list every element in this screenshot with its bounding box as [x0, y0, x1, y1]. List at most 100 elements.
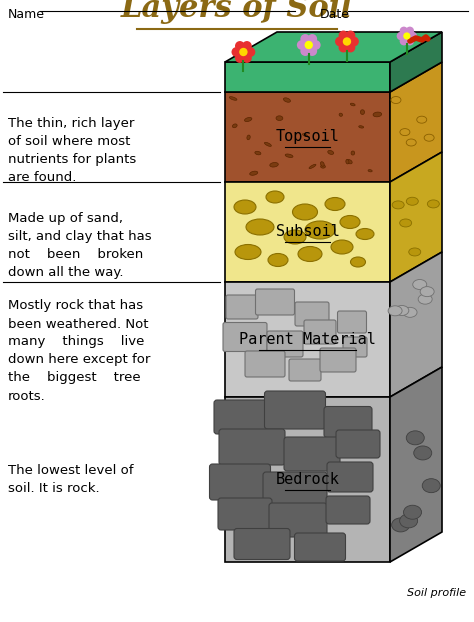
FancyBboxPatch shape — [223, 322, 267, 351]
Ellipse shape — [368, 170, 372, 172]
Ellipse shape — [414, 446, 432, 460]
Text: Bedrock: Bedrock — [275, 472, 339, 487]
Ellipse shape — [255, 151, 261, 155]
Ellipse shape — [392, 518, 410, 532]
Circle shape — [338, 30, 348, 40]
Ellipse shape — [320, 165, 325, 168]
Ellipse shape — [235, 244, 261, 259]
Ellipse shape — [392, 201, 404, 209]
FancyBboxPatch shape — [327, 462, 373, 492]
Circle shape — [400, 37, 408, 45]
Ellipse shape — [403, 307, 417, 317]
Ellipse shape — [266, 191, 284, 203]
FancyBboxPatch shape — [320, 348, 356, 372]
Ellipse shape — [351, 151, 355, 155]
Ellipse shape — [406, 139, 416, 146]
Ellipse shape — [356, 228, 374, 239]
Text: The lowest level of
soil. It is rock.: The lowest level of soil. It is rock. — [8, 465, 134, 496]
Ellipse shape — [270, 162, 278, 167]
Circle shape — [305, 41, 313, 49]
Ellipse shape — [418, 294, 432, 304]
FancyBboxPatch shape — [234, 529, 290, 560]
Circle shape — [406, 27, 414, 35]
FancyBboxPatch shape — [267, 331, 303, 357]
Ellipse shape — [298, 246, 322, 261]
Text: Topsoil: Topsoil — [275, 129, 339, 144]
Circle shape — [335, 37, 345, 47]
Circle shape — [346, 30, 356, 40]
Circle shape — [307, 34, 317, 44]
Ellipse shape — [245, 118, 252, 121]
FancyBboxPatch shape — [337, 311, 366, 333]
Circle shape — [397, 32, 405, 40]
Ellipse shape — [422, 479, 440, 493]
Ellipse shape — [346, 159, 349, 164]
Ellipse shape — [373, 112, 382, 117]
Ellipse shape — [403, 505, 421, 519]
Ellipse shape — [417, 116, 427, 123]
Circle shape — [311, 40, 320, 50]
Circle shape — [400, 27, 408, 35]
Circle shape — [301, 46, 310, 56]
Bar — [225, 62, 390, 92]
Ellipse shape — [247, 135, 250, 140]
Ellipse shape — [328, 151, 334, 154]
Circle shape — [235, 53, 245, 63]
FancyBboxPatch shape — [304, 320, 336, 344]
Circle shape — [297, 40, 307, 50]
Circle shape — [242, 41, 252, 51]
Ellipse shape — [285, 154, 293, 157]
Ellipse shape — [388, 306, 402, 316]
Bar — [225, 397, 390, 562]
FancyBboxPatch shape — [284, 437, 340, 471]
FancyBboxPatch shape — [324, 407, 372, 437]
Bar — [225, 92, 390, 182]
Circle shape — [349, 37, 359, 47]
Ellipse shape — [331, 240, 353, 254]
Polygon shape — [390, 62, 442, 182]
Polygon shape — [390, 152, 442, 282]
Ellipse shape — [229, 96, 237, 100]
Ellipse shape — [400, 514, 418, 528]
Circle shape — [307, 46, 317, 56]
FancyBboxPatch shape — [295, 302, 329, 326]
Circle shape — [301, 34, 310, 44]
Ellipse shape — [400, 129, 410, 136]
Ellipse shape — [268, 254, 288, 266]
FancyBboxPatch shape — [214, 400, 270, 434]
Circle shape — [346, 43, 356, 52]
Ellipse shape — [292, 204, 318, 220]
Ellipse shape — [413, 279, 427, 289]
Ellipse shape — [428, 200, 439, 208]
FancyBboxPatch shape — [255, 289, 294, 315]
Ellipse shape — [309, 164, 316, 169]
FancyBboxPatch shape — [245, 351, 285, 377]
FancyBboxPatch shape — [269, 503, 327, 537]
Text: Layers of Soil: Layers of Soil — [121, 0, 353, 24]
Text: Date: Date — [320, 8, 350, 21]
Ellipse shape — [232, 124, 237, 128]
Bar — [225, 282, 390, 397]
Ellipse shape — [340, 215, 360, 228]
Ellipse shape — [283, 98, 291, 102]
Polygon shape — [390, 252, 442, 397]
Ellipse shape — [420, 287, 434, 297]
Ellipse shape — [339, 113, 343, 116]
Bar — [225, 182, 390, 282]
Ellipse shape — [360, 109, 365, 114]
Circle shape — [235, 41, 245, 51]
Ellipse shape — [325, 198, 345, 210]
Ellipse shape — [234, 200, 256, 214]
Ellipse shape — [302, 134, 308, 137]
FancyBboxPatch shape — [219, 429, 285, 465]
Circle shape — [338, 43, 348, 52]
Ellipse shape — [250, 171, 258, 175]
FancyBboxPatch shape — [326, 496, 370, 524]
Ellipse shape — [320, 162, 324, 166]
Text: Subsoil: Subsoil — [275, 225, 339, 239]
Text: Mostly rock that has
been weathered. Not
many    things    live
down here except: Mostly rock that has been weathered. Not… — [8, 300, 150, 402]
Circle shape — [242, 53, 252, 63]
Text: Name: Name — [8, 8, 45, 21]
FancyBboxPatch shape — [343, 337, 367, 357]
FancyBboxPatch shape — [294, 533, 346, 561]
